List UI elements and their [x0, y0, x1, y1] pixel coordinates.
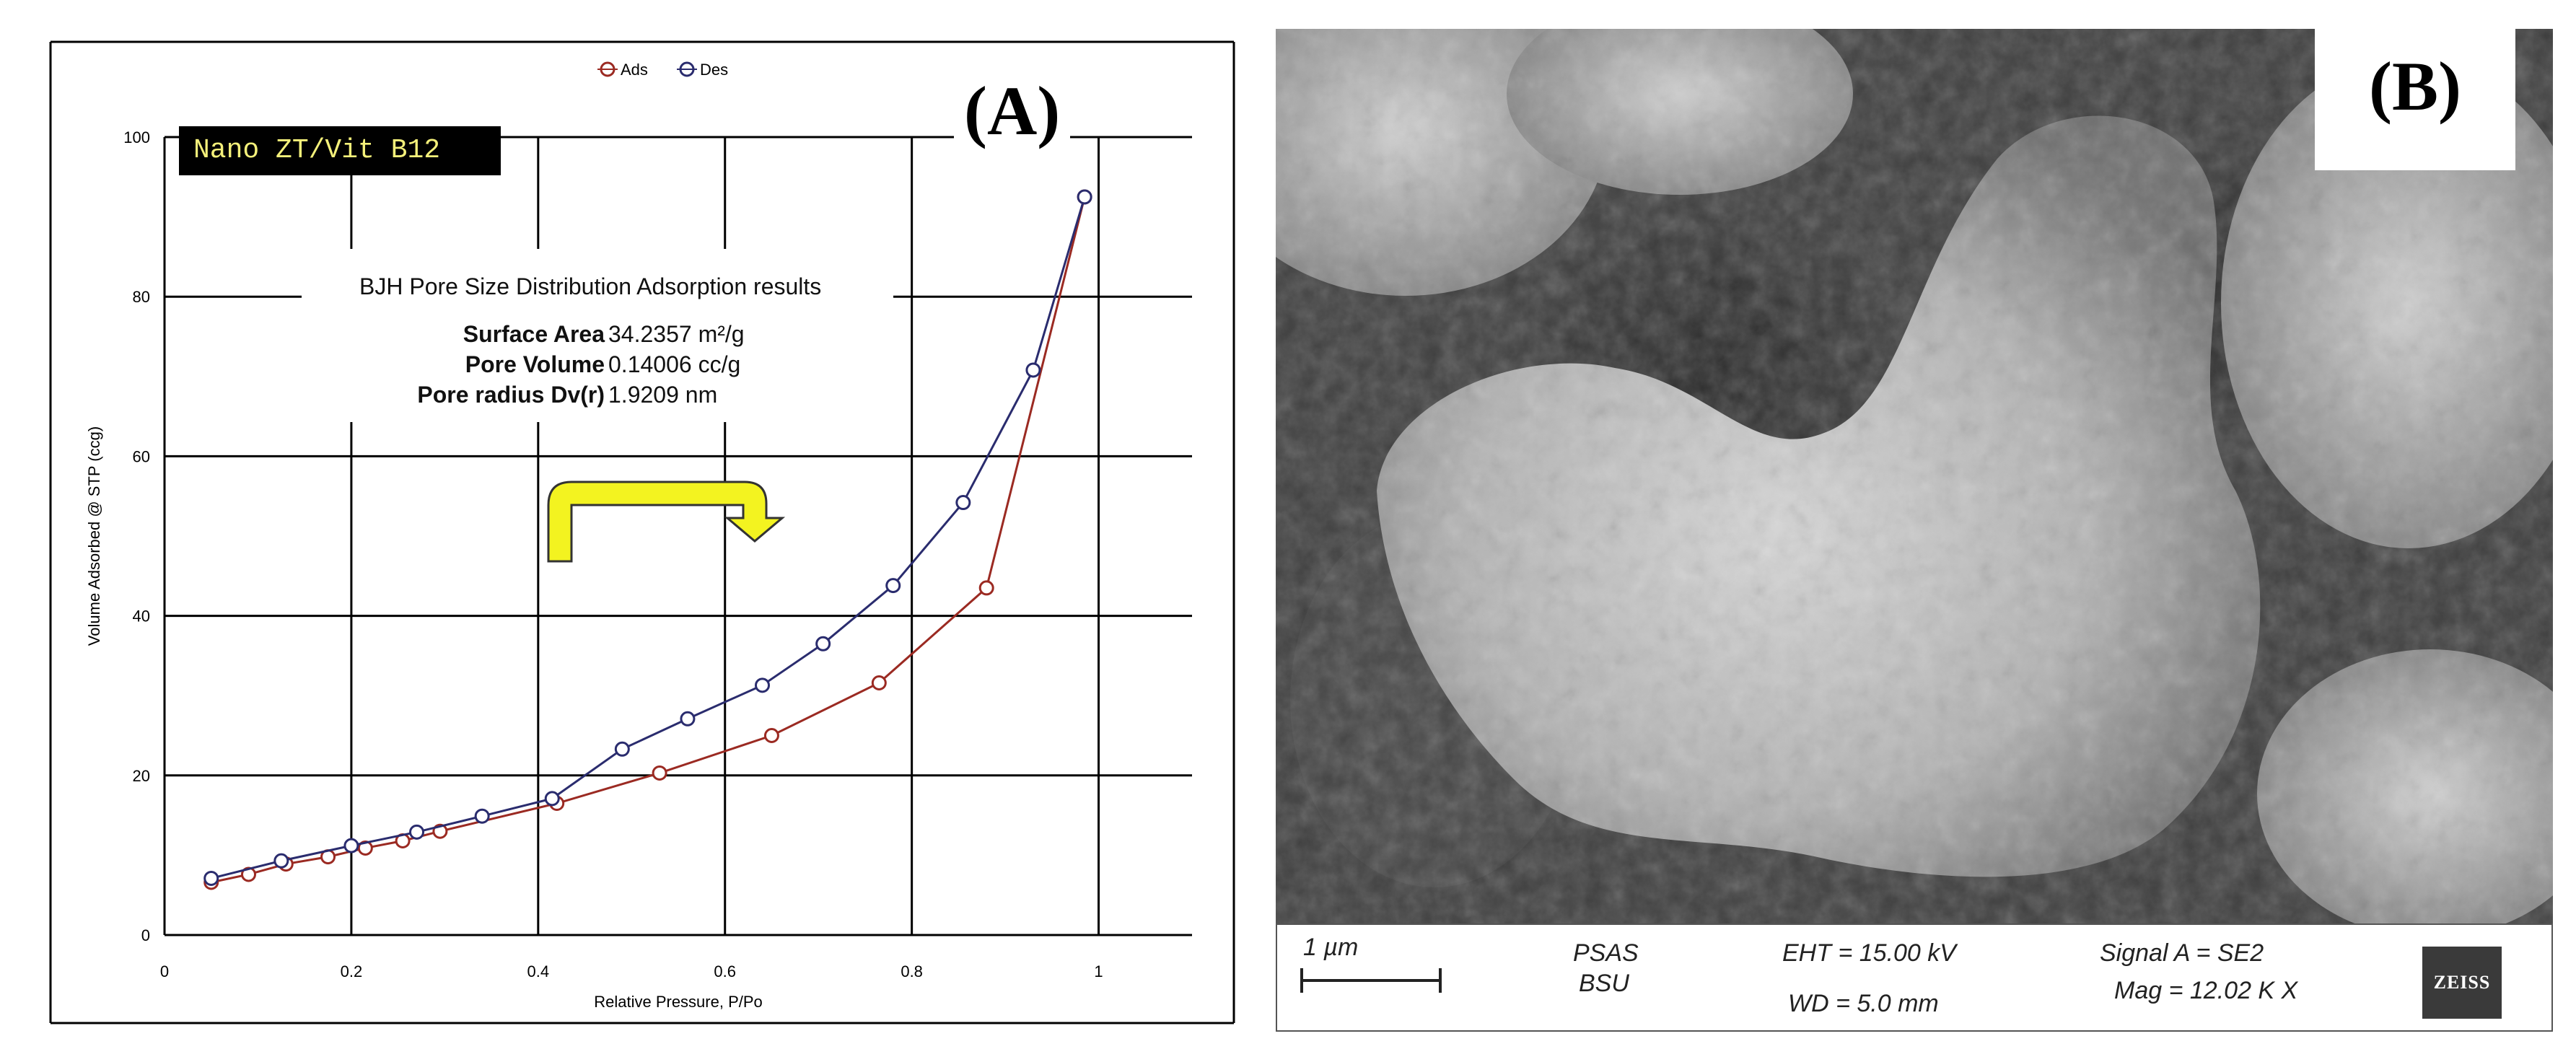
series-point-ads: [978, 580, 994, 596]
y-tick-label: 60: [133, 447, 150, 465]
mag-readout: Mag = 12.02 K X: [2114, 977, 2298, 1004]
bjh-title: BJH Pore Size Distribution Adsorption re…: [359, 273, 822, 299]
lab-affiliation: BSU: [1579, 970, 1629, 997]
wd-readout: WD = 5.0 mm: [1788, 990, 1939, 1017]
x-tick-label: 0.8: [901, 962, 923, 980]
legend-label-ads: Ads: [621, 61, 648, 79]
bjh-value: 0.14006 cc/g: [608, 351, 741, 377]
y-tick-label: 0: [141, 926, 150, 944]
bjh-key: Pore radius Dv(r): [417, 382, 605, 408]
eht-readout: EHT = 15.00 kV: [1782, 939, 1956, 967]
sem-texture: [1276, 29, 2553, 923]
lab-name: PSAS: [1573, 939, 1639, 967]
bjh-key: Pore Volume: [465, 351, 605, 377]
bjh-key: Surface Area: [463, 321, 605, 347]
series-line-des: [211, 196, 1086, 879]
zeiss-logo: ZEISS: [2422, 947, 2502, 1019]
panel-a: 0 20 40 60 80 100 0 0.2 0.4 0.6 0.8 1 Relative Press…: [0, 0, 1270, 1062]
series-point-des: [955, 495, 971, 511]
scale-bar-label: 1 µm: [1303, 934, 1359, 961]
series-point-ads: [241, 866, 257, 882]
panel-b: (B) 1 µm PSAS BSU EHT = 15.00 kV WD = 5.…: [1276, 29, 2553, 1032]
bjh-results-box: BJH Pore Size Distribution Adsorption re…: [302, 249, 893, 422]
signal-readout: Signal A = SE2: [2100, 939, 2264, 967]
y-tick-label: 40: [133, 607, 150, 626]
x-tick-label: 1: [1094, 962, 1103, 980]
series-point-ads: [763, 728, 779, 743]
x-tick-label: 0: [160, 962, 169, 980]
legend-label-des: Des: [700, 61, 728, 79]
series-point-des: [273, 853, 289, 869]
series-point-des: [203, 870, 219, 886]
series-point-des: [1077, 189, 1092, 205]
series-point-des: [1025, 362, 1041, 378]
x-axis-label: Relative Pressure, P/Po: [594, 993, 763, 1011]
panel-label-b: (B): [2315, 29, 2515, 170]
series-point-des: [614, 741, 630, 757]
y-axis-label: Volume Adsorbed @ STP (ccg): [85, 426, 103, 646]
series-point-des: [544, 791, 560, 807]
series-point-des: [343, 838, 359, 853]
sem-micrograph: [1276, 29, 2553, 923]
series-point-des: [680, 711, 696, 727]
series-point-des: [474, 808, 490, 824]
series-point-ads: [652, 765, 667, 781]
series-point-des: [885, 578, 901, 594]
series-point-des: [755, 677, 771, 693]
series-point-des: [815, 636, 831, 651]
sample-tag: Nano ZT/Vit B12: [179, 126, 501, 175]
bjh-value: 34.2357 m²/g: [608, 321, 745, 347]
x-tick-label: 0.2: [341, 962, 363, 980]
panel-label-a: (A): [954, 71, 1071, 151]
bjh-value: 1.9209 nm: [608, 382, 718, 408]
scale-bar: [1300, 968, 1442, 993]
arrow-annotation: [547, 480, 786, 563]
y-tick-label: 100: [123, 128, 150, 146]
y-tick-label: 80: [133, 288, 150, 306]
series-point-ads: [357, 840, 373, 856]
x-tick-label: 0.6: [714, 962, 736, 980]
series-point-ads: [871, 675, 887, 691]
sem-info-bar: 1 µm PSAS BSU EHT = 15.00 kV WD = 5.0 mm…: [1276, 923, 2553, 1032]
y-tick-label: 20: [133, 767, 150, 785]
series-point-des: [409, 824, 425, 840]
x-tick-label: 0.4: [527, 962, 550, 980]
